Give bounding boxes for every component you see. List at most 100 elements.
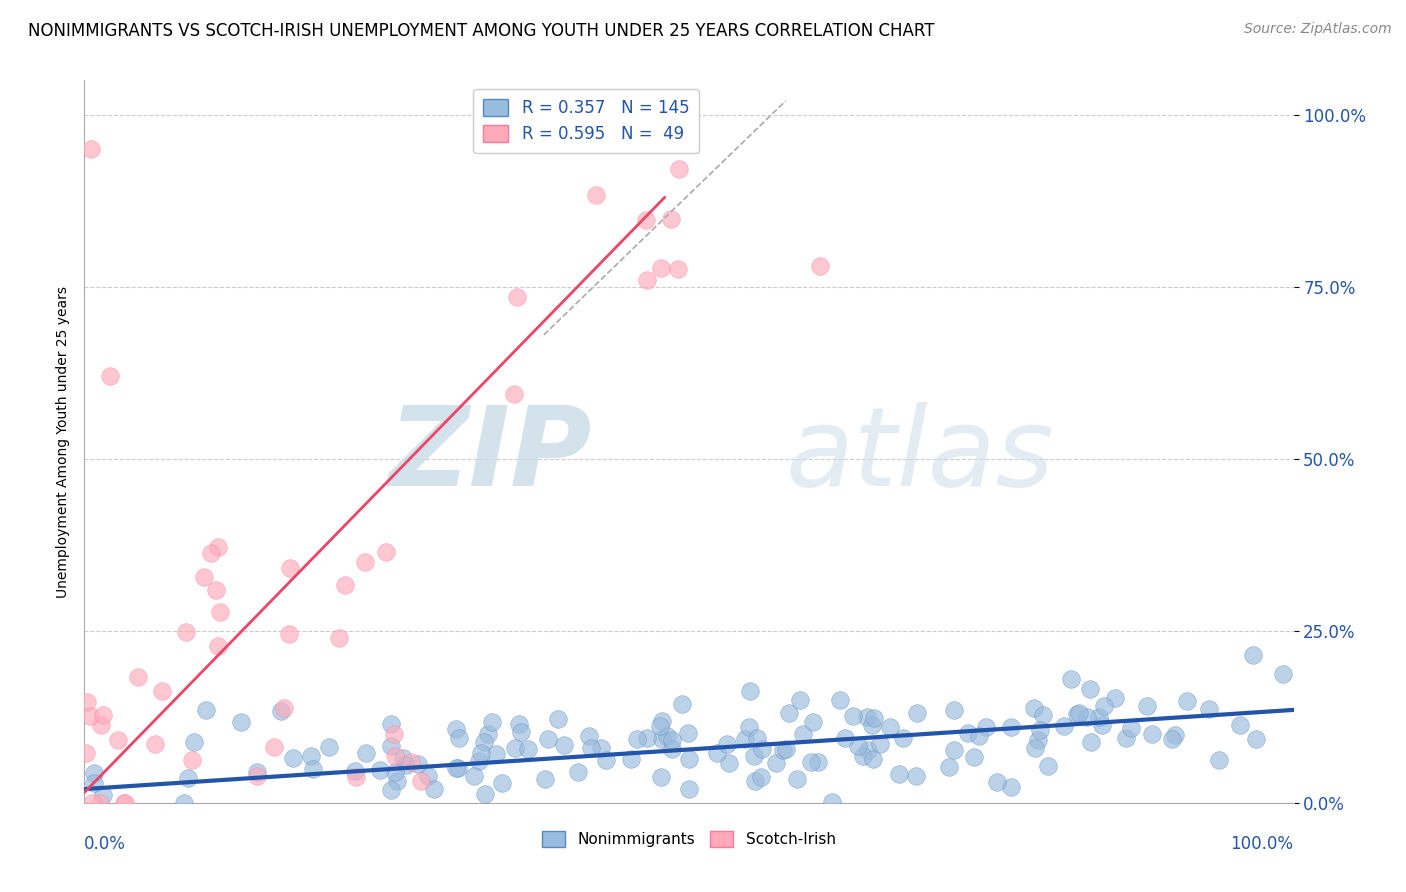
Point bbox=[751, 742, 773, 756]
Point bbox=[283, 751, 305, 765]
Point bbox=[706, 746, 728, 760]
Point bbox=[384, 764, 406, 779]
Point bbox=[200, 545, 222, 559]
Point bbox=[193, 570, 215, 584]
Point bbox=[80, 796, 103, 810]
Point bbox=[668, 162, 690, 177]
Point bbox=[98, 369, 121, 384]
Point bbox=[270, 704, 292, 718]
Point bbox=[905, 706, 928, 720]
Point bbox=[589, 740, 612, 755]
Point bbox=[485, 747, 508, 761]
Point bbox=[553, 738, 575, 752]
Point bbox=[343, 764, 366, 779]
Text: 100.0%: 100.0% bbox=[1230, 835, 1294, 854]
Point bbox=[547, 712, 569, 726]
Point bbox=[299, 748, 322, 763]
Point bbox=[207, 639, 229, 653]
Point bbox=[807, 755, 830, 769]
Point bbox=[1142, 727, 1164, 741]
Point bbox=[112, 796, 135, 810]
Point bbox=[1024, 741, 1046, 756]
Point bbox=[174, 625, 197, 640]
Point bbox=[446, 762, 468, 776]
Text: 0.0%: 0.0% bbox=[84, 835, 127, 854]
Point bbox=[1104, 690, 1126, 705]
Point bbox=[738, 721, 761, 735]
Point bbox=[368, 764, 391, 778]
Point bbox=[447, 731, 470, 745]
Point bbox=[734, 732, 756, 747]
Point bbox=[852, 749, 875, 764]
Point bbox=[904, 769, 927, 783]
Point bbox=[651, 714, 673, 729]
Point bbox=[1272, 666, 1295, 681]
Point bbox=[481, 714, 503, 729]
Point bbox=[463, 769, 485, 783]
Point bbox=[385, 774, 408, 789]
Point bbox=[986, 774, 1008, 789]
Text: ZIP: ZIP bbox=[388, 402, 592, 509]
Point bbox=[194, 703, 217, 717]
Point bbox=[1198, 701, 1220, 715]
Point bbox=[76, 695, 98, 709]
Point bbox=[856, 743, 879, 757]
Point bbox=[90, 718, 112, 732]
Point bbox=[278, 626, 301, 640]
Point bbox=[143, 737, 166, 751]
Point bbox=[1024, 701, 1046, 715]
Point bbox=[380, 739, 402, 753]
Point bbox=[581, 740, 603, 755]
Point bbox=[374, 545, 396, 559]
Point bbox=[792, 727, 814, 741]
Point bbox=[671, 698, 693, 712]
Point bbox=[775, 742, 797, 756]
Point bbox=[354, 746, 377, 760]
Legend: Nonimmigrants, Scotch-Irish: Nonimmigrants, Scotch-Irish bbox=[536, 825, 842, 853]
Text: NONIMMIGRANTS VS SCOTCH-IRISH UNEMPLOYMENT AMONG YOUTH UNDER 25 YEARS CORRELATIO: NONIMMIGRANTS VS SCOTCH-IRISH UNEMPLOYME… bbox=[28, 22, 935, 40]
Point bbox=[468, 754, 491, 768]
Point bbox=[749, 770, 772, 784]
Point bbox=[740, 684, 762, 698]
Point bbox=[409, 774, 432, 789]
Point bbox=[678, 751, 700, 765]
Point bbox=[651, 732, 673, 747]
Point bbox=[1052, 719, 1074, 733]
Point bbox=[384, 748, 406, 763]
Point bbox=[830, 692, 852, 706]
Point bbox=[585, 187, 607, 202]
Point bbox=[808, 259, 831, 273]
Point bbox=[650, 261, 672, 276]
Point bbox=[1028, 723, 1050, 738]
Point bbox=[666, 262, 689, 277]
Point bbox=[974, 720, 997, 734]
Point bbox=[1175, 693, 1198, 707]
Point bbox=[208, 605, 231, 619]
Point bbox=[661, 732, 683, 747]
Point bbox=[474, 787, 496, 801]
Point bbox=[328, 631, 350, 645]
Point bbox=[180, 753, 202, 767]
Point bbox=[183, 734, 205, 748]
Point bbox=[1119, 721, 1142, 735]
Point bbox=[1244, 732, 1267, 747]
Point bbox=[1092, 698, 1115, 713]
Point bbox=[834, 731, 856, 745]
Point bbox=[447, 761, 470, 775]
Y-axis label: Unemployment Among Youth under 25 years: Unemployment Among Youth under 25 years bbox=[56, 285, 70, 598]
Point bbox=[1000, 780, 1022, 795]
Point bbox=[536, 732, 558, 747]
Point bbox=[1076, 710, 1098, 724]
Point bbox=[344, 770, 367, 784]
Point bbox=[80, 142, 103, 156]
Point bbox=[596, 136, 619, 150]
Point bbox=[444, 722, 467, 736]
Point bbox=[1067, 706, 1090, 720]
Point bbox=[956, 726, 979, 740]
Point bbox=[1243, 648, 1265, 662]
Point bbox=[863, 711, 886, 725]
Point bbox=[657, 730, 679, 744]
Point bbox=[205, 583, 228, 598]
Point bbox=[772, 743, 794, 757]
Point bbox=[744, 773, 766, 788]
